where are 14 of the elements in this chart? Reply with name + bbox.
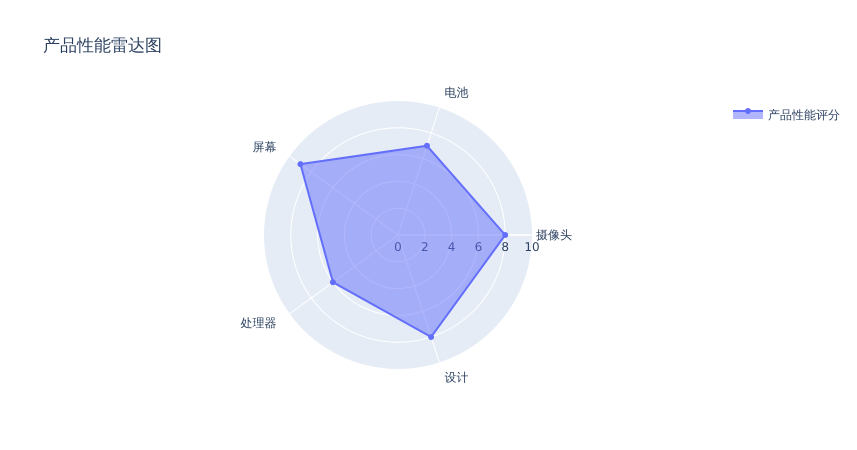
legend: 产品性能评分 [733, 108, 840, 122]
spoke-label: 处理器 [240, 316, 277, 330]
spoke-label: 屏幕 [252, 140, 277, 154]
legend-label: 产品性能评分 [768, 108, 840, 122]
y-tick-label: 2 [420, 240, 429, 254]
spoke-label: 电池 [444, 85, 468, 100]
y-tick-label: 6 [474, 240, 482, 254]
y-tick-label: 8 [501, 240, 510, 254]
y-tick-label: 0 [394, 240, 402, 254]
y-tick-label: 4 [448, 240, 456, 254]
y-tick-label: 10 [524, 240, 540, 254]
spoke-label: 设计 [444, 370, 468, 385]
text: 产品性能雷达图 [43, 36, 162, 56]
spoke-label: 摄像头 [536, 228, 572, 242]
